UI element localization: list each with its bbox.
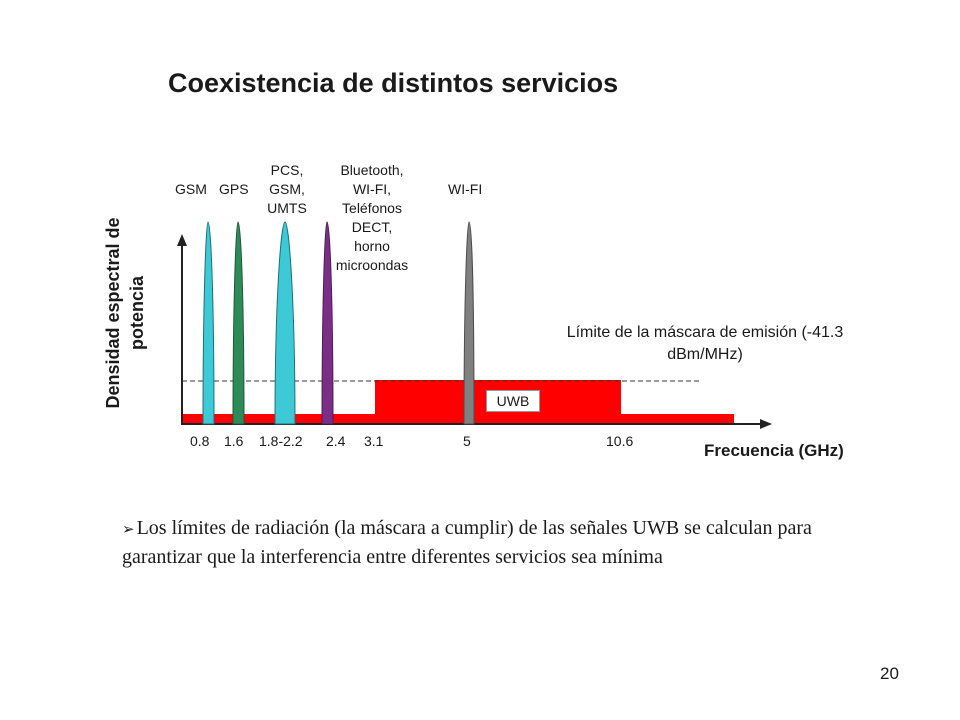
gsm-spike (202, 221, 215, 425)
pcs-gsm-umts-spike (274, 221, 296, 425)
service-label-bluetooth: Bluetooth, WI-FI, Teléfonos DECT, horno … (335, 162, 409, 273)
gps-spike (232, 221, 245, 425)
service-label-pcs-gsm-umts: PCS, GSM, UMTS (267, 162, 307, 216)
service-label-wifi: WI-FI (448, 181, 483, 197)
bullet-text: Los límites de radiación (la máscara a c… (122, 517, 812, 568)
mask-limit-label: Límite de la máscara de emisión (-41.3 d… (566, 324, 844, 363)
x-axis-label: Frecuencia (GHz) (704, 441, 844, 460)
tick-label: 1.6 (224, 433, 244, 449)
service-label-gps: GPS (219, 181, 249, 197)
arrow-bullet-icon: ➢ (122, 520, 135, 538)
y-axis-label: Densidad espectral de potencia (103, 217, 147, 409)
page-number: 20 (880, 664, 899, 683)
y-axis-arrow (177, 234, 187, 246)
slide-title: Coexistencia de distintos servicios (168, 68, 619, 98)
x-axis-arrow (760, 419, 772, 429)
bluetooth-wifi-spike (321, 221, 334, 425)
uwb-label: UWB (486, 390, 540, 412)
tick-label: 5 (463, 433, 471, 449)
tick-label: 1.8-2.2 (259, 433, 303, 449)
bullet-paragraph: ➢ Los límites de radiación (la máscara a … (122, 514, 842, 571)
uwb-band-low-right (621, 414, 734, 424)
tick-label: 0.8 (190, 433, 210, 449)
tick-label: 2.4 (326, 433, 346, 449)
tick-label: 3.1 (364, 433, 384, 449)
tick-label: 10.6 (606, 433, 634, 449)
wifi-5ghz-spike (463, 221, 475, 425)
service-label-gsm: GSM (175, 181, 207, 197)
